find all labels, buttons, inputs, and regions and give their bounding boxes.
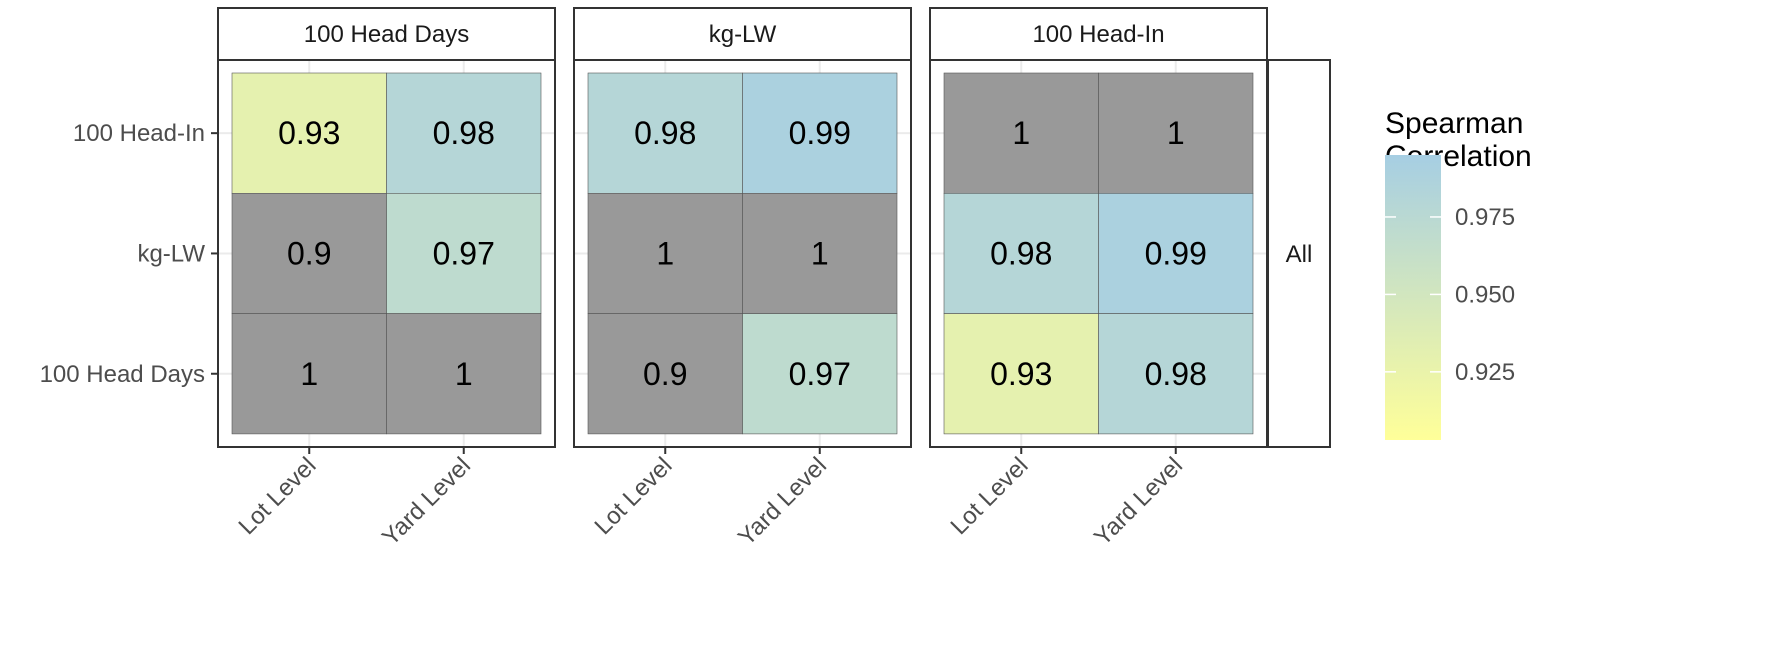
tile-label: 1 bbox=[300, 356, 318, 392]
tile-label: 1 bbox=[455, 356, 473, 392]
heatmap-tile bbox=[742, 313, 898, 435]
tile-label: 1 bbox=[656, 235, 674, 271]
x-tick-label: Lot Level bbox=[590, 452, 678, 540]
facet-strip bbox=[217, 7, 556, 61]
heatmap-tile bbox=[1098, 193, 1254, 314]
tile-label: 0.98 bbox=[433, 115, 495, 151]
tile-label: 0.97 bbox=[433, 235, 495, 271]
heatmap-tile bbox=[943, 193, 1099, 314]
legend-title: Spearman bbox=[1385, 107, 1523, 140]
colorbar bbox=[1385, 155, 1441, 440]
row-strip bbox=[1267, 59, 1331, 448]
heatmap-tile bbox=[1098, 313, 1254, 435]
heatmap-tile bbox=[1098, 72, 1254, 194]
y-tick-label: 100 Head Days bbox=[40, 361, 205, 388]
x-tick-label: Yard Level bbox=[733, 452, 832, 551]
heatmap-tile bbox=[943, 72, 1099, 194]
heatmap-tile bbox=[386, 193, 542, 314]
tile-label: 0.98 bbox=[634, 115, 696, 151]
row-strip-label: All bbox=[1286, 241, 1313, 268]
tile-label: 0.93 bbox=[990, 356, 1052, 392]
heatmap-tile bbox=[231, 72, 387, 194]
tile-label: 0.99 bbox=[1145, 235, 1207, 271]
tile-label: 0.9 bbox=[287, 235, 331, 271]
tile-label: 0.9 bbox=[643, 356, 687, 392]
legend-tick-label: 0.975 bbox=[1455, 204, 1515, 231]
y-tick-label: kg-LW bbox=[137, 240, 205, 267]
x-tick-label: Yard Level bbox=[377, 452, 476, 551]
tile-label: 0.99 bbox=[789, 115, 851, 151]
x-tick-label: Lot Level bbox=[234, 452, 322, 540]
tile-label: 1 bbox=[1167, 115, 1185, 151]
heatmap-tile bbox=[587, 313, 743, 435]
tile-label: 0.97 bbox=[789, 356, 851, 392]
facet-title: 100 Head-In bbox=[1032, 21, 1164, 48]
heatmap-tile bbox=[386, 72, 542, 194]
tile-label: 0.98 bbox=[990, 235, 1052, 271]
heatmap-tile bbox=[231, 313, 387, 435]
tile-label: 0.98 bbox=[1145, 356, 1207, 392]
y-tick-label: 100 Head-In bbox=[73, 120, 205, 147]
tile-label: 1 bbox=[1012, 115, 1030, 151]
heatmap-tile bbox=[587, 72, 743, 194]
heatmap-tile bbox=[587, 193, 743, 314]
x-tick-label: Yard Level bbox=[1089, 452, 1188, 551]
heatmap-tile bbox=[386, 313, 542, 435]
facet-title: kg-LW bbox=[709, 21, 777, 48]
x-tick-label: Lot Level bbox=[946, 452, 1034, 540]
heatmap-tile bbox=[742, 72, 898, 194]
heatmap-tile bbox=[943, 313, 1099, 435]
tile-label: 0.93 bbox=[278, 115, 340, 151]
legend-tick-label: 0.950 bbox=[1455, 281, 1515, 308]
panel-border bbox=[573, 59, 912, 448]
facet-title: 100 Head Days bbox=[304, 21, 469, 48]
heatmap-tile bbox=[742, 193, 898, 314]
legend-tick-label: 0.925 bbox=[1455, 359, 1515, 386]
tile-label: 1 bbox=[811, 235, 829, 271]
